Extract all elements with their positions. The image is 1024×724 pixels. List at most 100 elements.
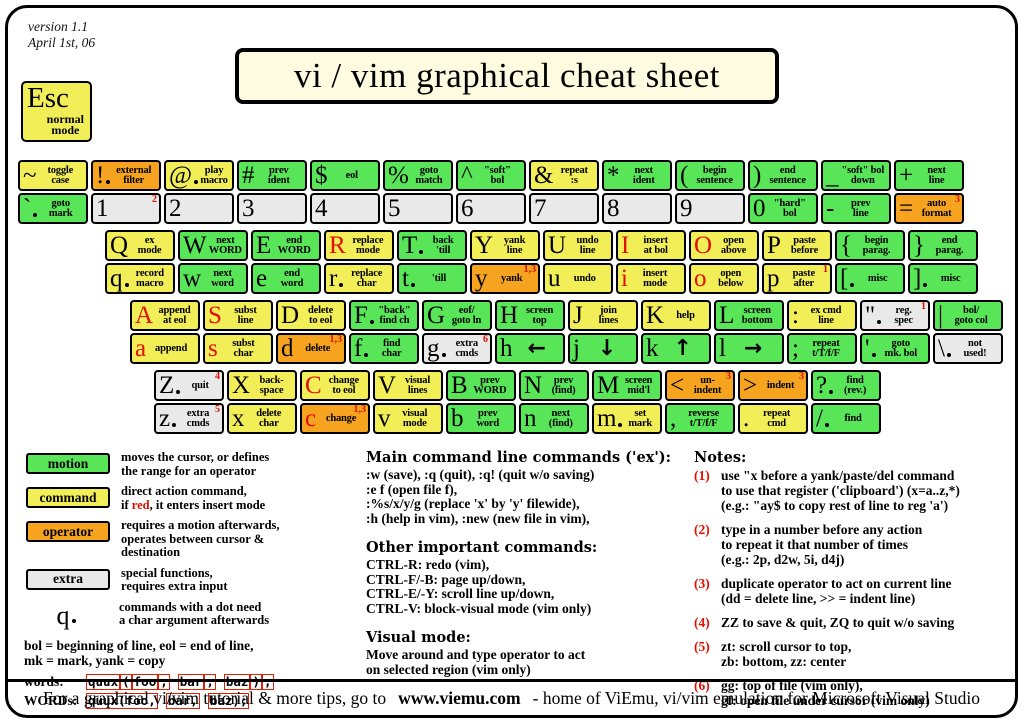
legend-item: q commands with a dot need a char argumen… <box>24 599 364 631</box>
key-char: r <box>329 265 338 292</box>
char-arg-dot-icon <box>106 179 111 184</box>
key-char: % <box>388 162 409 189</box>
key-char: M <box>597 372 620 399</box>
key-char: 5 <box>388 195 401 222</box>
key-char: H <box>500 302 519 329</box>
key-char: u <box>548 265 561 292</box>
key-label: back- space <box>259 375 284 396</box>
page-title: vi / vim graphical cheat sheet <box>235 48 779 104</box>
key-half-motion: - prev line <box>821 193 891 224</box>
key-half-motion: ) end sentence <box>748 160 818 191</box>
key-half-motion: {begin parag. <box>835 230 905 261</box>
key-char: ! <box>96 162 105 189</box>
key-label: goto mk. bol <box>884 338 918 359</box>
key-label: yank line <box>503 235 526 256</box>
key-char: 0 <box>753 195 766 222</box>
key: & repeat :s 7 <box>529 160 599 224</box>
key-label: goto match <box>415 165 443 186</box>
key-char: L <box>719 302 735 329</box>
key-char: g <box>427 335 440 362</box>
note-reference: 3 <box>726 371 731 382</box>
key-half-operator: > indent 3 <box>738 370 808 401</box>
key: ? find (rev.) / find <box>811 370 881 434</box>
key-char: R <box>329 232 346 259</box>
note-reference: 1,3 <box>353 404 367 415</box>
key: < un- indent 3, reverse t/T/f/F <box>665 370 735 434</box>
key-half-command: @ play macro <box>164 160 234 191</box>
legend-item: motion moves the cursor, or defines the r… <box>24 450 364 478</box>
key-char: : <box>792 302 799 329</box>
key-label: end word <box>280 268 304 289</box>
key-label: find (rev.) <box>843 375 867 396</box>
key-label: begin parag. <box>862 235 891 256</box>
key-char: ' <box>865 335 870 362</box>
key-half-motion: | bol/ goto col <box>933 300 1003 331</box>
section-title: Main command line commands ('ex'): <box>366 449 671 466</box>
key-half-command: a append <box>130 333 200 364</box>
char-arg-dot-icon <box>618 422 623 427</box>
key-label: insert at bol <box>643 235 668 256</box>
key-char: E <box>256 232 272 259</box>
notes-panel: Notes: (1) use "x before a yank/paste/del … <box>694 449 1015 715</box>
command-section: Main command line commands ('ex')::w (sa… <box>366 449 693 526</box>
key-half-motion: , reverse t/T/f/F <box>665 403 735 434</box>
key-half-motion: ` goto mark <box>18 193 88 224</box>
key-char: $ <box>315 162 328 189</box>
key-char: 9 <box>680 195 693 222</box>
key-half-extra: g extra cmds 6 <box>422 333 492 364</box>
key-char: K <box>646 302 665 329</box>
command-section: Other important commands: CTRL-R: redo (v… <box>366 539 693 616</box>
key-label: bol/ goto col <box>954 305 988 326</box>
legend-description: commands with a dot need a char argument… <box>119 599 270 627</box>
key-char: i <box>621 265 628 292</box>
char-arg-dot-icon <box>871 352 876 357</box>
key-label: extra cmds <box>455 338 479 359</box>
section-title: Visual mode: <box>366 629 471 646</box>
WORDS-example: WORDs: quux(foo, bar, baz); <box>24 692 364 709</box>
key-label: auto format <box>921 198 952 219</box>
key-half-motion: n next (find) <box>519 403 589 434</box>
section-lines: CTRL-R: redo (vim), CTRL-F/-B: page up/d… <box>366 557 592 616</box>
key-char: Q <box>110 232 129 259</box>
esc-key: Esc normal mode <box>21 81 92 142</box>
key-char: X <box>232 372 251 399</box>
note-text: type in a number before any action to re… <box>721 522 923 567</box>
key-label: "soft" bol <box>483 165 511 186</box>
key-half-motion: F "back" find ch <box>349 300 419 331</box>
note-item: (3) duplicate operator to act on current … <box>694 576 1015 606</box>
word-group: bar, <box>165 692 200 709</box>
key-label: visual lines <box>405 375 431 396</box>
key-label: external filter <box>116 165 152 186</box>
key-label: play macro <box>200 165 228 186</box>
key-char: ^ <box>461 162 473 189</box>
footer-link[interactable]: www.viemu.com <box>398 688 521 708</box>
key-label: end parag. <box>935 235 964 256</box>
key-label: append <box>155 342 188 354</box>
key-char: Z <box>159 372 175 399</box>
key-char: & <box>534 162 554 189</box>
char-arg-dot-icon <box>33 212 38 217</box>
key-label: next (find) <box>548 408 573 429</box>
key-label: extra cmds <box>186 408 210 429</box>
key-char: 7 <box>534 195 547 222</box>
key-char: N <box>524 372 543 399</box>
legend-description: moves the cursor, or defines the range f… <box>121 450 270 478</box>
key-label: end sentence <box>769 165 807 186</box>
key-char: _ <box>826 162 839 189</box>
key-half-command: s subst char <box>203 333 273 364</box>
red-word: red <box>131 497 150 512</box>
abbreviation-definitions: bol = beginning of line, eol = end of li… <box>24 637 254 668</box>
key-char: [ <box>840 265 849 292</box>
key-label: reg. spec <box>894 305 913 326</box>
key-char: t <box>402 265 409 292</box>
key-label: "hard" bol <box>773 198 806 219</box>
key-label: next WORD <box>208 235 242 256</box>
